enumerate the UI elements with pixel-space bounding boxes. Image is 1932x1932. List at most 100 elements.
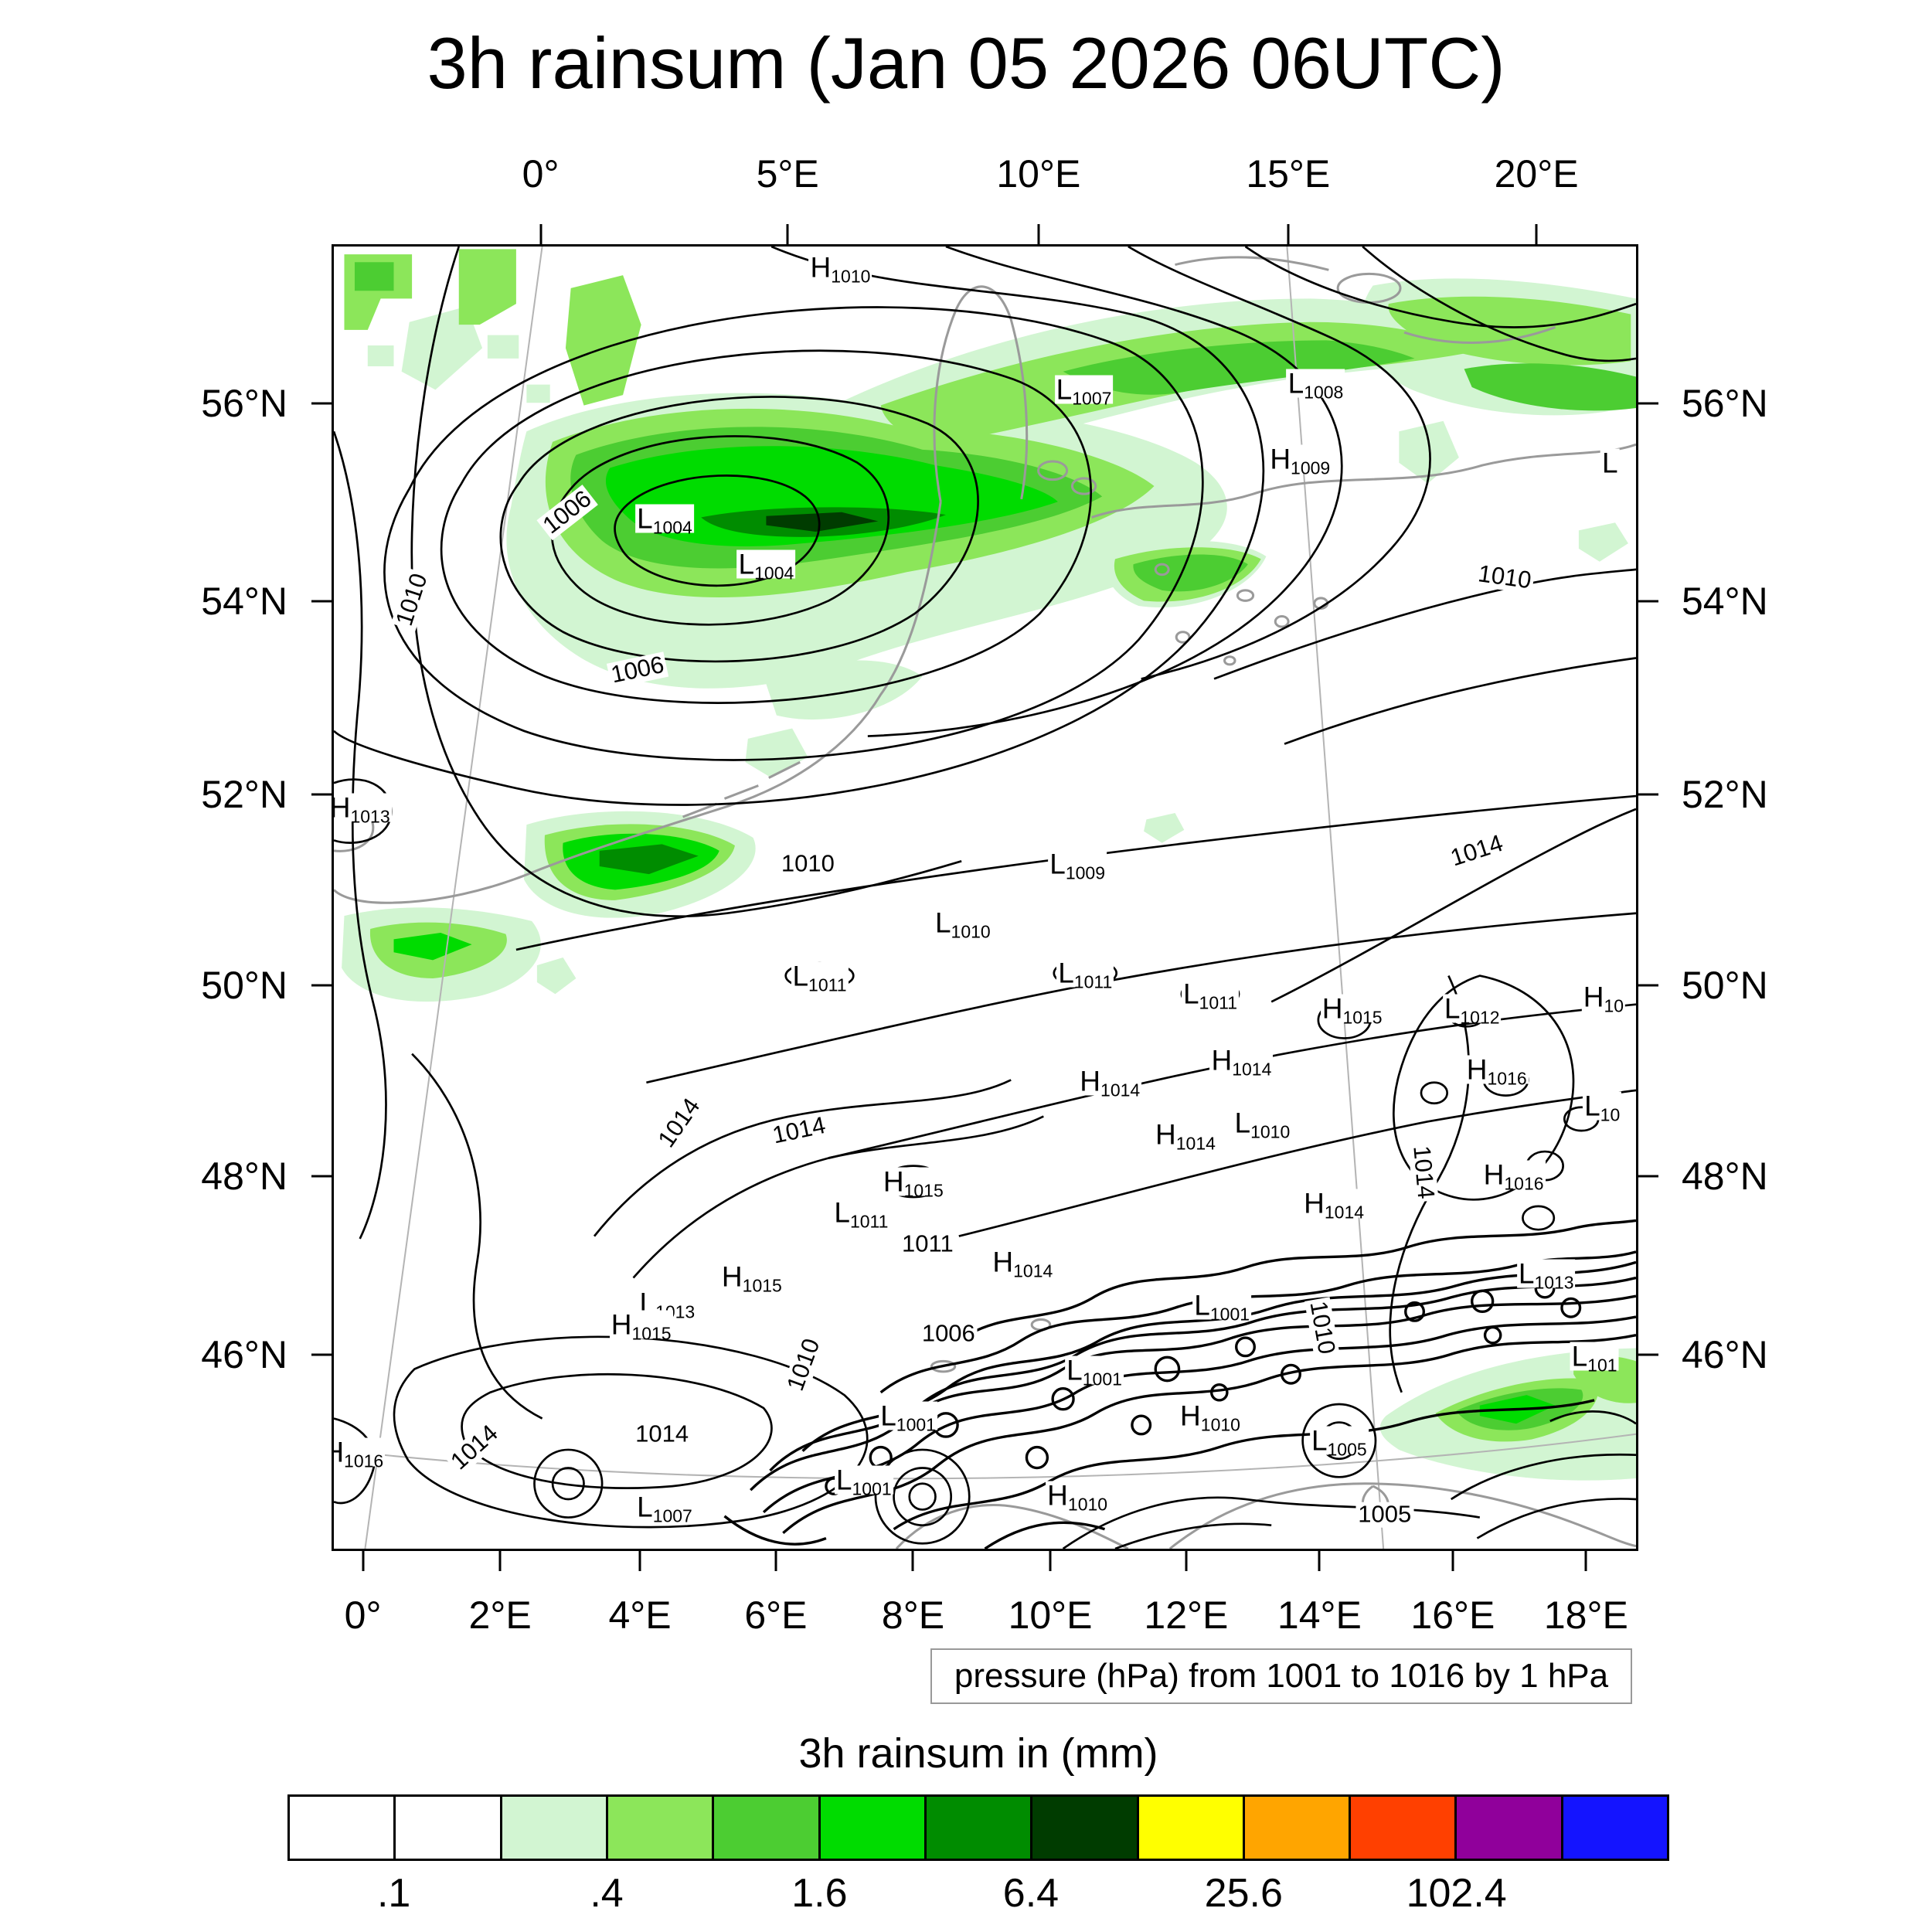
axis-bottom: 0° 2°E 4°E 6°E 8°E 10°E 12°E 14°E 16°E 18°E — [332, 1551, 1638, 1690]
pressure-center-letter: L — [1311, 1424, 1328, 1457]
axis-tick-top — [1287, 224, 1290, 244]
map-label-layer: H1010 L1007 L1008 H1009 L1004 L1004 H1013 L1009… — [334, 247, 1636, 1549]
pressure-center-letter: H — [721, 1260, 743, 1293]
axis-tick-right — [1638, 1353, 1658, 1356]
axis-tick-top — [786, 224, 789, 244]
pressure-center-label: H1015 — [609, 1308, 673, 1342]
pressure-center-label: H1010 — [1046, 1481, 1110, 1513]
colorbar-segment — [1454, 1797, 1561, 1859]
axis-label-left: 50°N — [201, 963, 287, 1007]
axis-tick-left — [311, 1353, 332, 1356]
pressure-center-letter: H — [1321, 992, 1343, 1025]
axis-tick-left — [311, 793, 332, 796]
colorbar-segment — [712, 1797, 818, 1859]
contour-label: 1010 — [781, 1333, 826, 1397]
pressure-center-value: 1015 — [1342, 1007, 1383, 1028]
pressure-center-label: L1011 — [1181, 979, 1240, 1012]
pressure-center-letter: H — [1155, 1118, 1176, 1151]
pressure-center-label: H1013 — [332, 791, 392, 825]
colorbar-segment — [923, 1797, 1031, 1859]
pressure-center-label: H1010 — [1179, 1401, 1242, 1434]
pressure-center-value: 1005 — [1327, 1439, 1367, 1460]
axis-tick-right — [1638, 984, 1658, 987]
axis-right: 56°N 54°N 52°N 50°N 48°N 46°N — [1638, 244, 1932, 1551]
colorbar-tick-label: .1 — [376, 1871, 411, 1916]
axis-label-bottom: 18°E — [1543, 1594, 1628, 1637]
colorbar-segment — [499, 1797, 606, 1859]
colorbar-segment — [290, 1797, 394, 1859]
pressure-center-letter: H — [332, 791, 351, 824]
pressure-center-letter: L — [1056, 373, 1073, 406]
pressure-center-label: L1007 — [635, 1492, 694, 1525]
pressure-center-letter: H — [992, 1246, 1014, 1278]
pressure-center-letter: H — [810, 251, 832, 284]
pressure-caption: pressure (hPa) from 1001 to 1016 by 1 hP… — [930, 1648, 1632, 1704]
axis-tick-left — [311, 402, 332, 405]
pressure-center-label: L1012 — [1442, 994, 1502, 1026]
colorbar-tick-labels: .1 .4 1.6 6.4 25.6 102.4 — [287, 1870, 1669, 1924]
pressure-center-letter: H — [1583, 981, 1604, 1013]
axis-label-bottom: 14°E — [1277, 1594, 1362, 1637]
pressure-center-value: 1009 — [1065, 862, 1105, 883]
pressure-center-label: L1001 — [1065, 1355, 1124, 1388]
pressure-center-label: L10 — [1583, 1090, 1622, 1124]
pressure-center-value: 101 — [1587, 1355, 1617, 1376]
colorbar-segment — [393, 1797, 500, 1859]
pressure-center-value: 1001 — [896, 1414, 936, 1435]
pressure-center-letter: H — [1304, 1187, 1325, 1219]
pressure-center-label: H1009 — [1268, 444, 1332, 477]
colorbar-tick-label: .4 — [590, 1871, 624, 1916]
pressure-center-letter: L — [637, 502, 653, 535]
pressure-center-value: 1015 — [742, 1275, 782, 1296]
page-title: 3h rainsum (Jan 05 2026 06UTC) — [427, 22, 1505, 104]
pressure-center-value: 1013 — [1534, 1272, 1574, 1293]
pressure-center-value: 1010 — [831, 266, 871, 287]
pressure-center-letter: L — [1518, 1257, 1535, 1290]
contour-label: 1010 — [1304, 1296, 1341, 1359]
axis-tick-top — [539, 224, 543, 244]
axis-tick-left — [311, 984, 332, 987]
pressure-center-letter: L — [1194, 1289, 1210, 1321]
pressure-center-label: H1015 — [1320, 992, 1384, 1026]
pressure-center-letter: L — [1571, 1340, 1588, 1372]
pressure-center-letter: L — [835, 1464, 852, 1496]
pressure-center-label: L1004 — [635, 502, 694, 536]
axis-label-left: 56°N — [201, 382, 287, 426]
pressure-center-value: 1015 — [903, 1180, 944, 1201]
pressure-center-letter: L — [738, 548, 755, 580]
pressure-center-value: 10 — [1600, 1104, 1621, 1125]
pressure-center-label: L1005 — [1309, 1424, 1369, 1458]
colorbar-segment — [1560, 1797, 1668, 1859]
pressure-center-value: 1009 — [1291, 457, 1331, 478]
contour-label: 1014 — [633, 1421, 692, 1447]
colorbar-tick-label: 6.4 — [1002, 1871, 1060, 1916]
contour-label: 1006 — [536, 484, 598, 540]
pressure-center-label: L1010 — [1233, 1108, 1292, 1141]
pressure-center-letter: H — [1080, 1065, 1101, 1097]
pressure-center-letter: L — [1584, 1090, 1600, 1122]
axis-label-left: 46°N — [201, 1333, 287, 1377]
pressure-center-label: L1011 — [832, 1198, 890, 1230]
axis-label-right: 48°N — [1682, 1154, 1768, 1198]
pressure-center-value: 1016 — [344, 1451, 384, 1471]
pressure-center-label: L — [1600, 447, 1620, 479]
contour-label: 1014 — [444, 1418, 505, 1476]
axis-top: 0° 5°E 10°E 15°E 20°E — [332, 0, 1638, 244]
pressure-center-label: H1016 — [1481, 1160, 1546, 1192]
pressure-center-value: 1016 — [1504, 1173, 1544, 1194]
pressure-center-letter: L — [1602, 447, 1618, 479]
axis-tick-bottom — [498, 1551, 502, 1571]
pressure-center-value: 1011 — [1073, 971, 1113, 992]
pressure-center-label: H1015 — [719, 1260, 784, 1294]
pressure-center-letter: L — [639, 1287, 656, 1319]
pressure-center-label: L1009 — [1048, 849, 1107, 882]
pressure-center-letter: H — [611, 1308, 632, 1341]
axis-tick-top — [1037, 224, 1040, 244]
pressure-center-value: 1010 — [1067, 1494, 1108, 1515]
pressure-center-value: 1010 — [1250, 1121, 1291, 1142]
map-canvas: H1010 L1007 L1008 H1009 L1004 L1004 H1013 L1009… — [332, 244, 1638, 1551]
pressure-center-value: 1011 — [1199, 992, 1238, 1013]
axis-label-bottom: 0° — [344, 1594, 382, 1637]
pressure-center-label: L1011 — [1056, 958, 1114, 991]
axis-label-top: 20°E — [1494, 152, 1579, 196]
